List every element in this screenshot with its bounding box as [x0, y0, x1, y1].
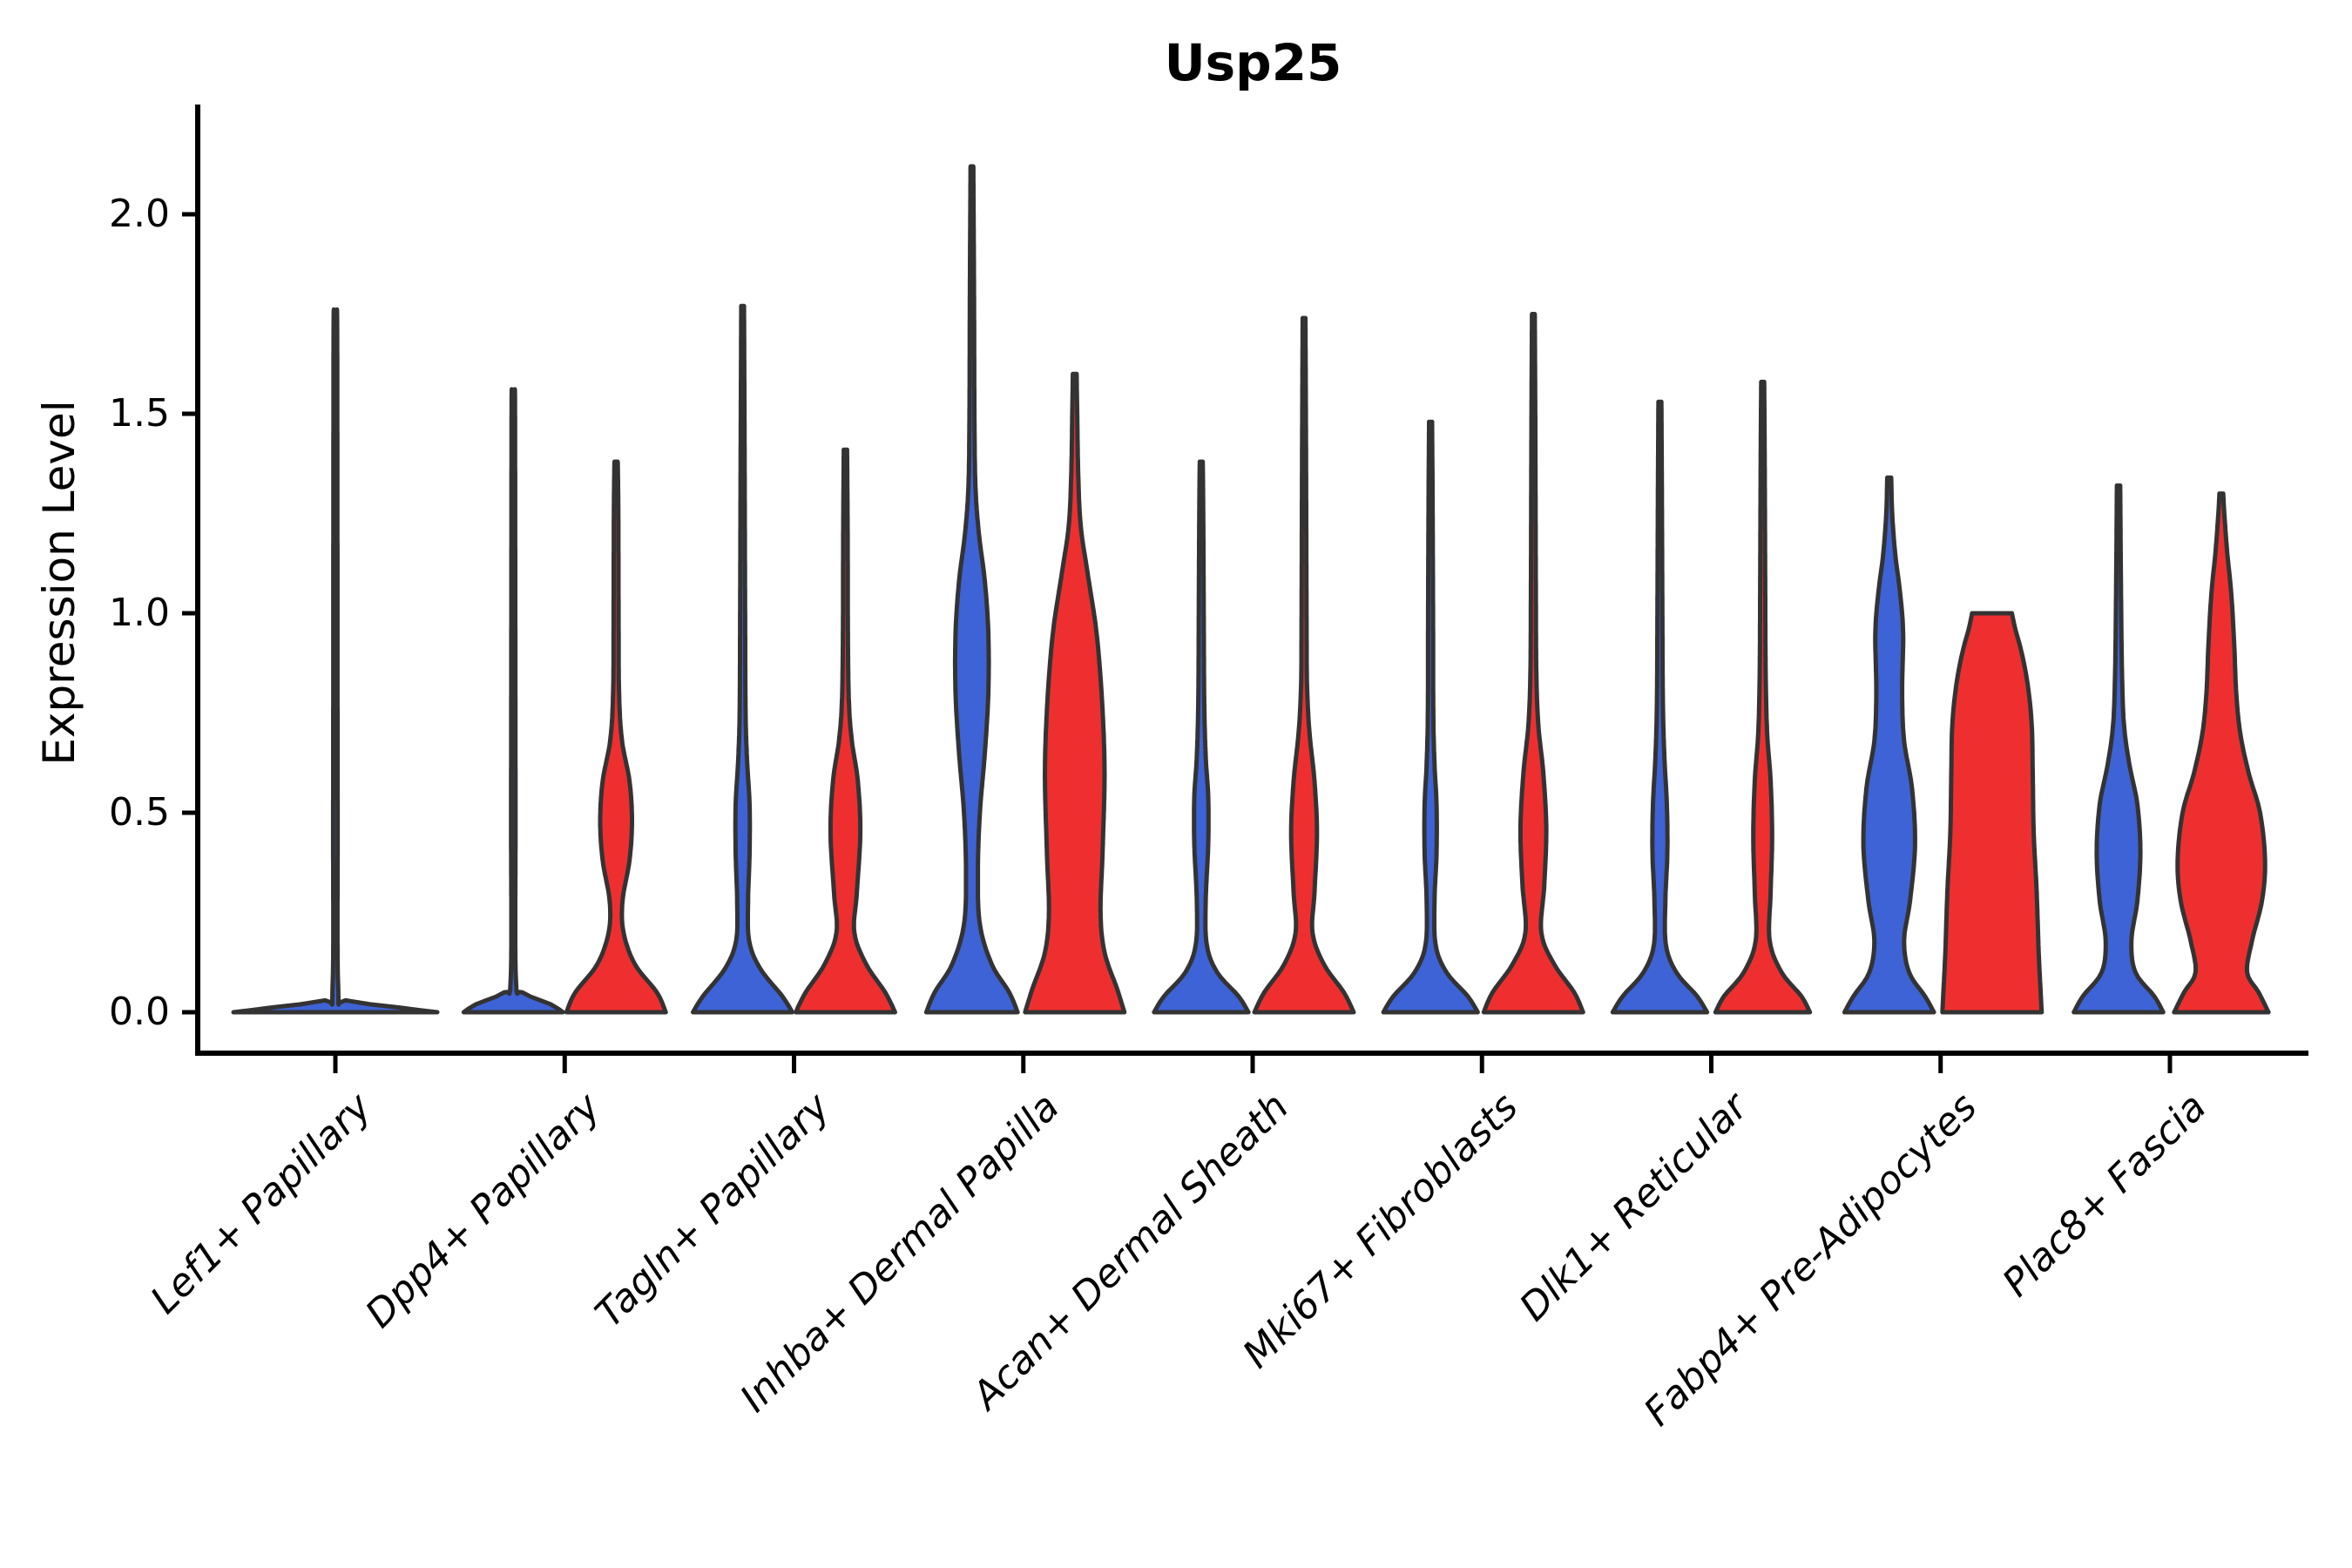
- violin-plac8-fascia-blue: [2072, 483, 2166, 1015]
- violin-dpp4-papillary-red: [564, 459, 668, 1015]
- violins-layer: [231, 164, 2271, 1015]
- violin-plac8-fascia-red: [2172, 491, 2271, 1015]
- y-tick-label-0.5: 0.5: [109, 790, 170, 835]
- violin-tagln-papillary-blue: [691, 303, 794, 1015]
- violin-dpp4-papillary-blue: [461, 387, 565, 1015]
- y-tick-label-2.0: 2.0: [109, 192, 170, 236]
- y-tick-label-0.0: 0.0: [109, 990, 170, 1034]
- violin-fabp4-pre-adipocytes-blue: [1842, 475, 1936, 1015]
- violin-mki67-fibroblasts-blue: [1381, 419, 1480, 1015]
- violin-acan-dermal-sheath-blue: [1152, 459, 1251, 1015]
- violin-lef1-papillary-blue: [231, 307, 440, 1015]
- chart-title: Usp25: [1164, 33, 1342, 92]
- violin-tagln-papillary-red: [794, 447, 897, 1015]
- y-tick-label-1.5: 1.5: [109, 391, 170, 436]
- axes-layer: [182, 105, 2308, 1073]
- violin-inhba-dermal-papilla-blue: [923, 164, 1020, 1015]
- y-tick-label-1.0: 1.0: [109, 591, 170, 635]
- violin-dlk1-reticular-blue: [1610, 399, 1710, 1015]
- violin-fabp4-pre-adipocytes-red: [1940, 611, 2044, 1015]
- violin-mki67-fibroblasts-red: [1481, 312, 1585, 1015]
- violin-dlk1-reticular-red: [1713, 379, 1813, 1015]
- violin-inhba-dermal-papilla-red: [1023, 371, 1127, 1015]
- violin-acan-dermal-sheath-red: [1252, 315, 1356, 1015]
